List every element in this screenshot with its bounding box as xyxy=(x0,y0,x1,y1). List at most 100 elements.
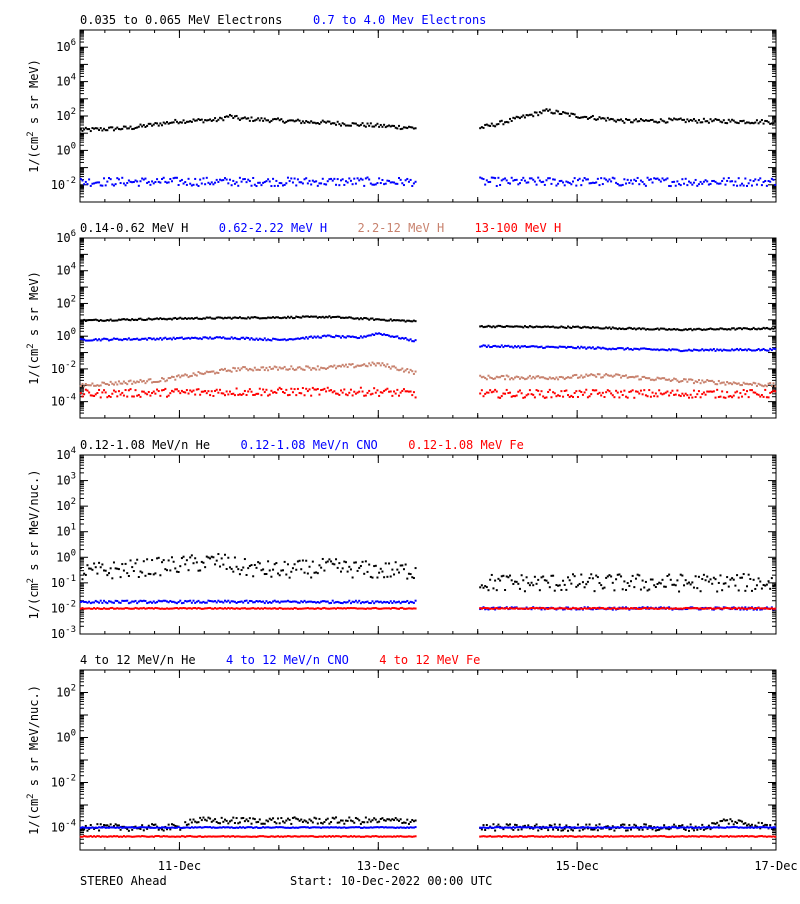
data-point xyxy=(280,118,282,120)
data-point xyxy=(229,179,231,181)
data-point xyxy=(557,378,559,380)
data-point xyxy=(173,561,175,563)
data-point xyxy=(184,563,186,565)
data-point xyxy=(635,118,637,120)
data-point xyxy=(201,183,203,185)
data-point xyxy=(270,390,272,392)
data-point xyxy=(352,183,354,185)
data-point xyxy=(80,392,82,394)
data-point xyxy=(759,177,761,179)
data-point xyxy=(255,567,257,569)
data-point xyxy=(284,561,286,563)
data-point xyxy=(411,370,413,372)
data-point xyxy=(159,574,161,576)
y-tick-label: 104 xyxy=(56,73,76,89)
data-point xyxy=(118,390,120,392)
data-point xyxy=(136,180,138,182)
data-point xyxy=(504,589,506,591)
data-point xyxy=(171,180,173,182)
data-point xyxy=(110,396,112,398)
data-point xyxy=(251,823,253,825)
data-point xyxy=(158,390,160,392)
data-point xyxy=(212,556,214,558)
data-point xyxy=(521,828,523,830)
data-point xyxy=(491,574,493,576)
data-point xyxy=(400,818,402,820)
data-point xyxy=(650,396,652,398)
data-point xyxy=(159,395,161,397)
data-point xyxy=(661,579,663,581)
data-point xyxy=(237,568,239,570)
data-point xyxy=(502,123,504,125)
data-point xyxy=(277,573,279,575)
data-point xyxy=(769,382,771,384)
data-point xyxy=(698,390,700,392)
data-point xyxy=(350,568,352,570)
data-point xyxy=(491,123,493,125)
data-point xyxy=(269,394,271,396)
data-point xyxy=(370,602,372,604)
data-point xyxy=(756,385,758,387)
data-point xyxy=(602,183,604,185)
data-point xyxy=(623,580,625,582)
data-point xyxy=(163,830,165,832)
data-point xyxy=(358,391,360,393)
data-point xyxy=(118,568,120,570)
data-point xyxy=(536,184,538,186)
data-point xyxy=(703,118,705,120)
data-point xyxy=(602,392,604,394)
data-point xyxy=(401,390,403,392)
data-point xyxy=(721,180,723,182)
series-points xyxy=(80,826,776,829)
data-point xyxy=(297,178,299,180)
data-point xyxy=(95,566,97,568)
data-point xyxy=(693,182,695,184)
data-point xyxy=(111,577,113,579)
data-point xyxy=(252,369,254,371)
data-point xyxy=(367,123,369,125)
data-point xyxy=(125,184,127,186)
data-point xyxy=(516,179,518,181)
data-point xyxy=(587,178,589,180)
data-point xyxy=(761,394,763,396)
data-point xyxy=(481,584,483,586)
data-point xyxy=(138,126,140,128)
data-point xyxy=(179,392,181,394)
data-point xyxy=(531,582,533,584)
data-point xyxy=(749,578,751,580)
data-point xyxy=(121,177,123,179)
data-point xyxy=(592,577,594,579)
data-point xyxy=(368,390,370,392)
data-point xyxy=(496,185,498,187)
data-point xyxy=(299,560,301,562)
data-point xyxy=(332,600,334,602)
data-point xyxy=(726,391,728,393)
data-point xyxy=(365,817,367,819)
data-point xyxy=(279,822,281,824)
data-point xyxy=(565,589,567,591)
data-point xyxy=(183,556,185,558)
data-point xyxy=(229,391,231,393)
data-point xyxy=(309,180,311,182)
data-point xyxy=(613,830,615,832)
data-point xyxy=(658,389,660,391)
data-point xyxy=(159,380,161,382)
data-point xyxy=(715,397,717,399)
data-point xyxy=(171,556,173,558)
data-point xyxy=(159,182,161,184)
data-point xyxy=(189,556,191,558)
data-point xyxy=(754,178,756,180)
data-point xyxy=(537,829,539,831)
data-point xyxy=(193,600,195,602)
data-point xyxy=(584,391,586,393)
data-point xyxy=(309,367,311,369)
data-point xyxy=(521,392,523,394)
data-point xyxy=(317,388,319,390)
data-point xyxy=(260,394,262,396)
data-point xyxy=(141,824,143,826)
data-point xyxy=(396,183,398,185)
data-point xyxy=(746,390,748,392)
data-point xyxy=(487,392,489,394)
data-point xyxy=(696,122,698,124)
